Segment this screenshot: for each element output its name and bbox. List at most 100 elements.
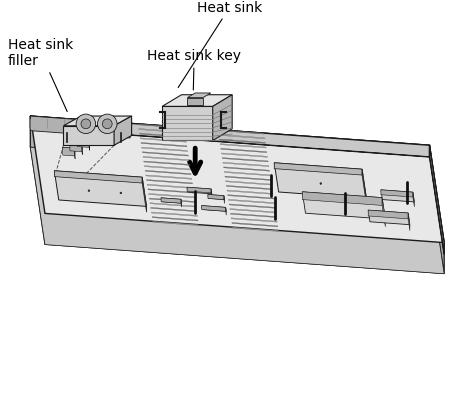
Polygon shape	[148, 194, 194, 198]
Circle shape	[88, 191, 89, 192]
Polygon shape	[226, 186, 272, 190]
Polygon shape	[201, 206, 225, 212]
Polygon shape	[207, 195, 224, 200]
Polygon shape	[229, 209, 275, 214]
Circle shape	[88, 190, 90, 192]
Polygon shape	[30, 117, 45, 245]
Polygon shape	[225, 208, 226, 216]
Polygon shape	[302, 192, 384, 220]
Polygon shape	[142, 178, 146, 213]
Polygon shape	[381, 198, 384, 227]
Polygon shape	[161, 198, 181, 204]
Polygon shape	[231, 218, 277, 223]
Polygon shape	[201, 206, 226, 212]
Polygon shape	[146, 176, 192, 180]
Polygon shape	[30, 148, 443, 274]
Polygon shape	[367, 211, 407, 219]
Polygon shape	[232, 223, 278, 227]
Polygon shape	[228, 204, 274, 209]
Polygon shape	[232, 228, 278, 232]
Polygon shape	[361, 170, 366, 205]
Polygon shape	[212, 95, 232, 141]
Polygon shape	[54, 171, 142, 184]
Polygon shape	[30, 128, 443, 255]
Polygon shape	[142, 152, 188, 157]
Polygon shape	[70, 144, 82, 152]
Polygon shape	[149, 199, 195, 203]
Polygon shape	[30, 117, 130, 139]
Polygon shape	[30, 117, 443, 243]
Polygon shape	[77, 140, 89, 148]
Polygon shape	[273, 164, 361, 176]
Circle shape	[102, 120, 112, 129]
Polygon shape	[141, 143, 187, 147]
Circle shape	[97, 115, 117, 134]
Polygon shape	[228, 200, 274, 204]
Polygon shape	[302, 192, 381, 206]
Polygon shape	[380, 190, 412, 197]
Polygon shape	[187, 188, 211, 195]
Polygon shape	[145, 171, 191, 175]
Polygon shape	[142, 148, 187, 152]
Polygon shape	[220, 149, 266, 153]
Circle shape	[319, 183, 321, 185]
Polygon shape	[30, 117, 131, 136]
Polygon shape	[222, 158, 268, 163]
Polygon shape	[224, 172, 270, 176]
Polygon shape	[151, 213, 197, 217]
Text: Heat sink: Heat sink	[178, 1, 262, 88]
Polygon shape	[30, 117, 429, 157]
Polygon shape	[152, 222, 198, 226]
Text: Heat sink
filler: Heat sink filler	[8, 38, 73, 112]
Polygon shape	[77, 140, 89, 143]
Polygon shape	[412, 193, 414, 207]
Polygon shape	[187, 188, 211, 193]
Circle shape	[81, 120, 91, 129]
Polygon shape	[273, 164, 366, 199]
Circle shape	[76, 115, 96, 134]
Polygon shape	[225, 181, 271, 186]
Polygon shape	[63, 126, 114, 146]
Polygon shape	[223, 167, 269, 172]
Polygon shape	[138, 129, 184, 133]
Polygon shape	[223, 196, 224, 204]
Polygon shape	[429, 146, 443, 255]
Polygon shape	[221, 154, 267, 158]
Polygon shape	[70, 144, 82, 147]
Circle shape	[120, 193, 121, 194]
Polygon shape	[62, 148, 75, 152]
Polygon shape	[45, 214, 443, 274]
Polygon shape	[150, 208, 196, 212]
Polygon shape	[187, 94, 210, 98]
Polygon shape	[162, 95, 232, 107]
Polygon shape	[152, 217, 197, 221]
Polygon shape	[139, 134, 185, 138]
Polygon shape	[407, 214, 409, 231]
Polygon shape	[230, 214, 276, 218]
Polygon shape	[222, 163, 268, 167]
Polygon shape	[161, 198, 181, 204]
Text: Heat sink key: Heat sink key	[147, 50, 241, 91]
Polygon shape	[150, 203, 196, 208]
Circle shape	[120, 193, 121, 194]
Polygon shape	[207, 195, 223, 200]
Polygon shape	[227, 195, 273, 199]
Polygon shape	[140, 138, 186, 143]
Polygon shape	[63, 117, 131, 126]
Polygon shape	[162, 107, 212, 141]
Polygon shape	[147, 185, 193, 189]
Polygon shape	[114, 117, 131, 146]
Polygon shape	[30, 117, 429, 177]
Polygon shape	[62, 148, 75, 157]
Polygon shape	[218, 135, 264, 140]
Polygon shape	[367, 211, 409, 225]
Polygon shape	[429, 146, 443, 274]
Polygon shape	[217, 131, 263, 135]
Polygon shape	[224, 177, 270, 181]
Polygon shape	[220, 144, 266, 149]
Polygon shape	[143, 161, 189, 166]
Polygon shape	[147, 190, 193, 194]
Polygon shape	[227, 190, 273, 195]
Polygon shape	[380, 190, 414, 202]
Polygon shape	[219, 140, 265, 144]
